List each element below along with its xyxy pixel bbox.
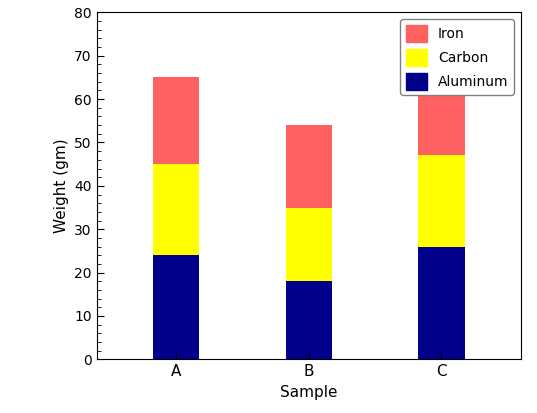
Bar	[286, 125, 332, 207]
X-axis label: Sample: Sample	[280, 385, 338, 400]
Legend: Iron, Carbon, Aluminum: Iron, Carbon, Aluminum	[401, 19, 514, 95]
Bar	[418, 47, 465, 155]
Bar	[153, 164, 199, 255]
Bar	[418, 156, 465, 247]
Bar	[153, 78, 199, 164]
Bar	[153, 255, 199, 359]
Bar	[418, 247, 465, 359]
Bar	[286, 281, 332, 359]
Bar	[286, 207, 332, 281]
Y-axis label: Weight (gm): Weight (gm)	[54, 138, 69, 233]
